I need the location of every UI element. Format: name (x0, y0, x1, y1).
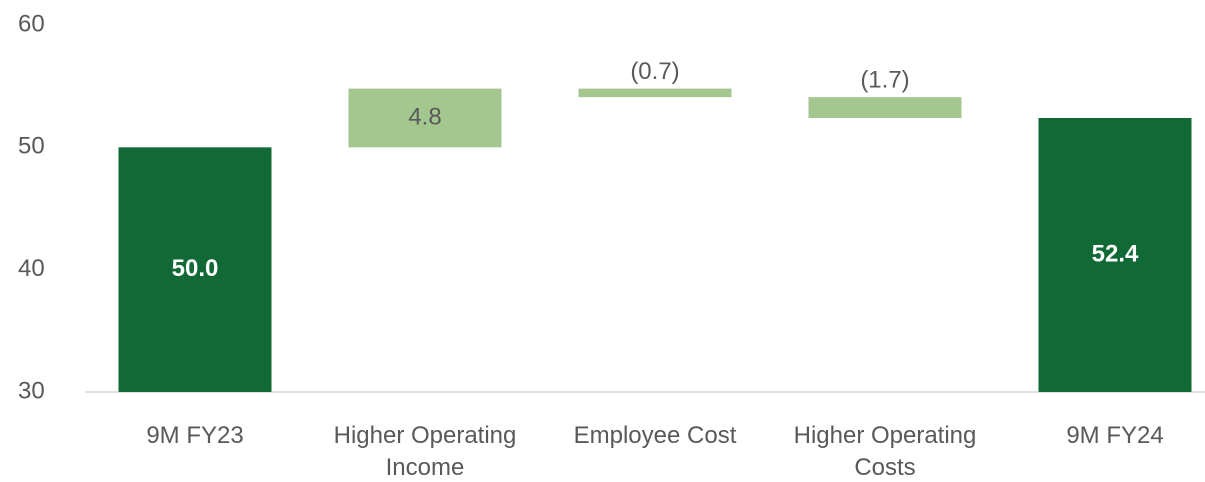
x-tick-label: Higher Operating Income (333, 422, 517, 481)
bar (578, 88, 732, 98)
x-tick-label: Employee Cost (573, 422, 737, 449)
bar (808, 97, 962, 118)
value-label: 52.4 (1092, 240, 1139, 267)
value-label: (1.7) (860, 67, 909, 94)
value-label: 4.8 (408, 103, 441, 130)
value-label: (0.7) (630, 58, 679, 85)
y-tick-label: 30 (18, 377, 45, 404)
value-label: 50.0 (172, 255, 219, 282)
bar (1038, 117, 1192, 393)
bar (348, 88, 502, 148)
x-tick-label: 9M FY23 (146, 422, 244, 449)
y-tick-label: 50 (18, 133, 45, 160)
x-tick-label: Higher Operating Costs (793, 422, 977, 481)
y-tick-label: 60 (18, 10, 45, 37)
bar (118, 147, 272, 392)
x-tick-label: 9M FY24 (1066, 422, 1164, 449)
y-tick-label: 40 (18, 255, 45, 282)
